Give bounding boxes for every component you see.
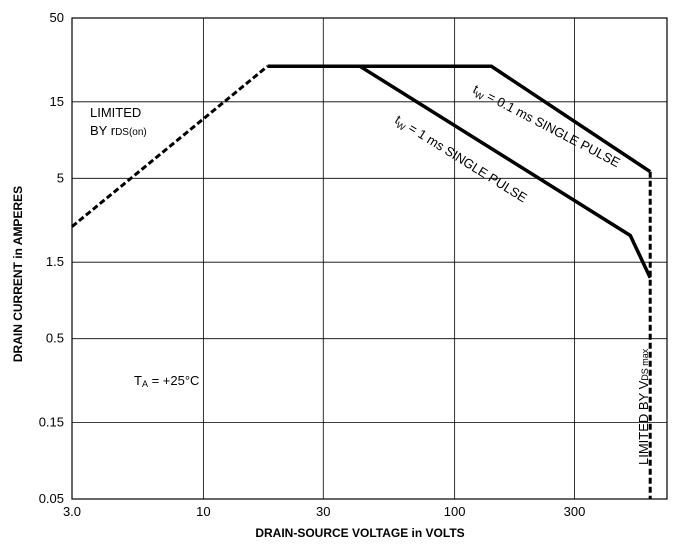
y-tick-label: 5 — [57, 170, 64, 185]
x-tick-label: 10 — [196, 504, 210, 519]
annotation-limited-rdson-line1: LIMITED — [90, 105, 141, 120]
y-tick-label: 0.05 — [39, 491, 64, 506]
y-tick-label: 1.5 — [46, 254, 64, 269]
annotation-limited-vds-max: LIMITED BY VDS max — [636, 348, 651, 465]
y-tick-label: 15 — [50, 94, 64, 109]
series-line-tw-0-1-ms-single-pulse — [267, 64, 652, 174]
x-axis-label: DRAIN-SOURCE VOLTAGE in VOLTS — [255, 526, 464, 540]
y-axis-label: DRAIN CURRENT in AMPERES — [11, 186, 25, 362]
series-line-tw-1-ms-single-pulse — [359, 64, 652, 279]
annotation-ambient-temperature: TA = +25°C — [134, 373, 199, 389]
tick-labels: 3.0 10 30 100 300 0.05 0.15 0.5 1.5 5 15 50 — [39, 10, 586, 519]
series-line-limited-by-rds-on — [71, 65, 269, 228]
y-tick-label: 50 — [50, 10, 64, 25]
x-tick-label: 30 — [316, 504, 330, 519]
x-tick-label: 3.0 — [63, 504, 81, 519]
grid-lines — [72, 18, 667, 499]
x-tick-label: 100 — [444, 504, 466, 519]
annotation-limited-rdson-line2: BY rDS(on) — [90, 123, 147, 138]
plot-frame — [71, 17, 668, 500]
y-tick-label: 0.5 — [46, 331, 64, 346]
annotation-tw-0-1ms: tW = 0.1 ms SINGLE PULSE — [470, 81, 623, 172]
y-tick-label: 0.15 — [39, 415, 64, 430]
series-lines — [71, 64, 652, 499]
x-tick-label: 300 — [564, 504, 586, 519]
